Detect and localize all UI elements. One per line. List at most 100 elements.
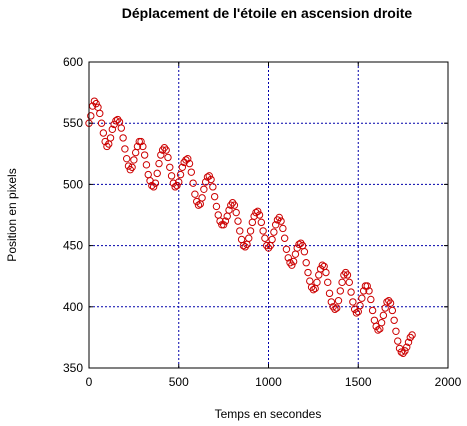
data-point bbox=[171, 183, 179, 191]
grid bbox=[89, 62, 448, 368]
data-point bbox=[257, 218, 266, 227]
data-point bbox=[388, 306, 397, 315]
data-point bbox=[254, 207, 262, 216]
data-point bbox=[336, 287, 344, 295]
y-tick-label: 550 bbox=[63, 116, 83, 130]
data-point bbox=[225, 206, 233, 214]
data-point bbox=[315, 271, 323, 279]
data-point bbox=[255, 211, 264, 219]
data-point bbox=[338, 278, 346, 287]
data-point bbox=[96, 109, 104, 118]
data-point bbox=[331, 305, 339, 313]
data-point bbox=[270, 228, 278, 236]
data-point bbox=[209, 183, 217, 191]
data-point bbox=[324, 278, 332, 287]
data-point bbox=[250, 212, 258, 220]
data-point bbox=[279, 224, 287, 233]
data-point bbox=[359, 287, 368, 295]
y-tick-label: 450 bbox=[63, 239, 83, 253]
data-point bbox=[210, 192, 219, 201]
data-point bbox=[368, 306, 377, 315]
data-point bbox=[268, 235, 276, 244]
data-point bbox=[185, 159, 194, 168]
data-point bbox=[334, 296, 343, 305]
data-point bbox=[309, 285, 318, 294]
x-tick-label: 500 bbox=[169, 375, 189, 389]
data-point bbox=[207, 175, 215, 184]
data-point bbox=[106, 134, 115, 142]
data-point bbox=[300, 248, 309, 256]
data-point bbox=[404, 338, 413, 346]
data-point bbox=[284, 254, 292, 262]
data-point bbox=[236, 227, 244, 235]
data-point bbox=[381, 304, 389, 312]
data-point bbox=[175, 178, 183, 186]
data-point bbox=[304, 268, 312, 277]
data-point bbox=[198, 194, 206, 202]
data-point bbox=[153, 169, 161, 178]
data-point bbox=[280, 234, 289, 242]
data-point bbox=[167, 172, 176, 180]
data-point bbox=[155, 159, 163, 168]
data-point bbox=[365, 287, 373, 295]
data-point bbox=[178, 163, 187, 171]
x-tick-label: 1500 bbox=[345, 375, 372, 389]
data-points bbox=[85, 97, 416, 358]
x-tick-label: 1000 bbox=[255, 375, 282, 389]
axis-ticks: 0 500 1000 1500 2000 350 400 450 500 550 600 bbox=[63, 55, 462, 389]
data-point bbox=[374, 326, 382, 334]
data-point bbox=[121, 145, 129, 153]
x-axis-label: Temps en secondes bbox=[215, 407, 322, 421]
data-point bbox=[383, 298, 391, 306]
x-tick-label: 2000 bbox=[435, 375, 462, 389]
data-point bbox=[137, 137, 145, 146]
data-point bbox=[166, 163, 174, 171]
data-point bbox=[205, 172, 213, 180]
data-point bbox=[200, 185, 208, 193]
data-point bbox=[221, 217, 230, 225]
data-point bbox=[237, 235, 246, 244]
data-point bbox=[356, 301, 364, 310]
data-point bbox=[288, 261, 296, 269]
data-point bbox=[394, 337, 402, 345]
data-point bbox=[367, 295, 375, 304]
data-point bbox=[214, 211, 222, 219]
data-point bbox=[390, 316, 398, 324]
data-point bbox=[133, 142, 142, 151]
y-tick-label: 400 bbox=[63, 300, 83, 314]
data-point bbox=[173, 181, 181, 190]
data-point bbox=[333, 304, 341, 312]
data-point bbox=[345, 278, 353, 287]
data-point bbox=[130, 156, 138, 164]
data-point bbox=[187, 168, 196, 176]
data-point bbox=[325, 289, 334, 298]
data-point bbox=[99, 129, 108, 137]
data-point bbox=[140, 151, 149, 159]
data-point bbox=[352, 309, 361, 317]
data-point bbox=[189, 179, 197, 187]
data-point bbox=[234, 217, 242, 225]
data-point bbox=[162, 146, 170, 154]
data-point bbox=[131, 148, 140, 157]
data-point bbox=[232, 208, 240, 217]
data-point bbox=[282, 245, 291, 253]
data-point bbox=[248, 218, 257, 227]
data-point bbox=[302, 259, 310, 267]
data-point bbox=[124, 162, 133, 170]
data-point bbox=[142, 161, 151, 169]
data-point bbox=[327, 298, 336, 306]
data-point bbox=[295, 240, 303, 249]
data-point bbox=[403, 343, 411, 351]
data-point bbox=[343, 271, 352, 279]
data-point bbox=[112, 117, 120, 125]
data-point bbox=[184, 154, 192, 163]
data-point bbox=[370, 316, 379, 324]
data-point bbox=[306, 277, 314, 285]
data-point bbox=[157, 151, 165, 159]
data-point bbox=[139, 142, 147, 151]
data-point bbox=[164, 153, 172, 162]
data-point bbox=[128, 163, 136, 171]
data-point bbox=[408, 331, 416, 339]
data-point bbox=[386, 299, 395, 307]
